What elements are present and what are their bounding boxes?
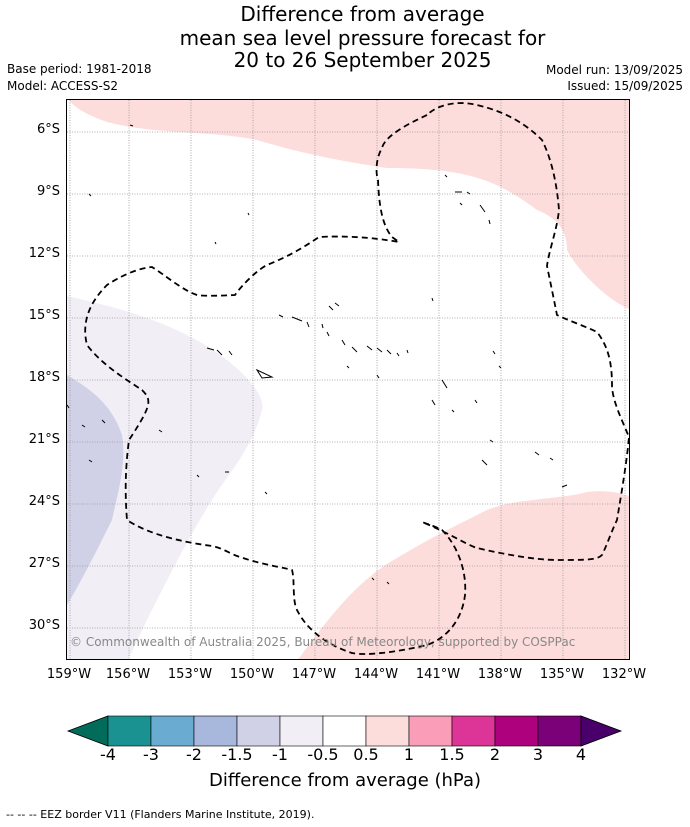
latitude-label: 18°S [28,370,60,385]
longitude-label: 150°W [229,667,275,682]
negative-anomaly-medium-region [67,375,124,605]
colorbar-tick-label: 3 [532,745,544,764]
latitude-label: 24°S [28,494,60,509]
colorbar-tick-label: 1.5 [439,745,465,764]
longitude-label: 138°W [477,667,523,682]
latitude-label: 6°S [36,122,60,137]
longitude-label: 135°W [539,667,585,682]
colorbar-tick-label: -0.5 [307,745,339,764]
issued-date: Issued: 15/09/2025 [567,79,683,93]
longitude-label: 141°W [415,667,461,682]
colorbar [66,715,623,747]
latitude-label: 21°S [28,432,60,447]
colorbar-segment [322,715,367,747]
colorbar-segment [494,715,539,747]
colorbar-label: Difference from average (hPa) [208,770,482,791]
colorbar-segment [451,715,496,747]
longitude-label: 159°W [46,667,92,682]
colorbar-tick-label: -3 [143,745,159,764]
colorbar-segment [365,715,410,747]
colorbar-segment [193,715,238,747]
latitude-label: 12°S [28,246,60,261]
model-run: Model run: 13/09/2025 [545,63,683,77]
colorbar-segment [150,715,195,747]
colorbar-segment [107,715,152,747]
colorbar-segment [279,715,324,747]
longitude-label: 147°W [291,667,337,682]
map-panel: © Commonwealth of Australia 2025, Bureau… [66,99,630,660]
longitude-label: 132°W [601,667,647,682]
graticule [67,100,629,659]
title-line-3: 20 to 26 September 2025 [233,48,492,72]
longitude-label: 153°W [167,667,213,682]
title-line-1: Difference from average [240,2,485,26]
copyright-notice: © Commonwealth of Australia 2025, Bureau… [70,635,576,649]
island-group [67,124,568,585]
base-period: Base period: 1981-2018 [7,62,152,76]
colorbar-tick-label: 1 [403,745,415,764]
model-name: Model: ACCESS-S2 [7,79,119,93]
longitude-label: 156°W [105,667,151,682]
colorbar-tick-label: -1.5 [221,745,253,764]
latitude-label: 9°S [36,184,60,199]
colorbar-extend-high [580,715,623,747]
colorbar-tick-label: -4 [100,745,116,764]
colorbar-tick-label: 0.5 [353,745,379,764]
eez-footnote: -- -- -- EEZ border V11 (Flanders Marine… [6,808,315,821]
longitude-label: 144°W [353,667,399,682]
title-line-2: mean sea level pressure forecast for [179,26,546,50]
latitude-label: 30°S [28,618,60,633]
latitude-label: 15°S [28,308,60,323]
colorbar-tick-label: -1 [272,745,288,764]
colorbar-segment [236,715,281,747]
negative-anomaly-light-region [67,296,263,659]
colorbar-tick-label: -2 [186,745,202,764]
colorbar-extend-low [66,715,109,747]
latitude-label: 27°S [28,556,60,571]
colorbar-tick-label: 4 [575,745,587,764]
colorbar-tick-label: 2 [489,745,501,764]
eez-border-main [84,102,629,655]
map-svg [67,100,629,659]
colorbar-segment [537,715,582,747]
colorbar-segment [408,715,453,747]
positive-anomaly-north-region [69,100,629,310]
